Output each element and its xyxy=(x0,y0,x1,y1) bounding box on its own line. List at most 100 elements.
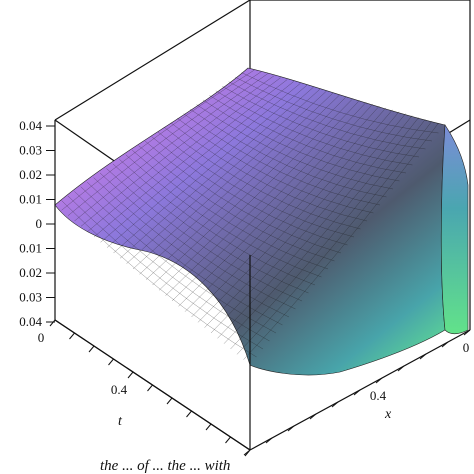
x-tick-mark xyxy=(375,377,383,384)
mesh-line xyxy=(93,79,288,238)
mesh-line xyxy=(119,159,316,286)
mesh-line xyxy=(183,113,381,206)
t-tick-mark xyxy=(69,332,75,340)
mesh-line xyxy=(74,191,270,342)
mesh-line xyxy=(164,127,361,230)
mesh-line xyxy=(178,103,373,307)
t-tick-mark xyxy=(186,410,192,418)
z-tick-label: 0.02 xyxy=(19,265,42,280)
mesh-line xyxy=(106,83,301,248)
z-tick-label: 0.03 xyxy=(19,290,42,305)
mesh-line xyxy=(145,94,341,280)
t-tick-mark xyxy=(147,384,153,392)
mesh-line xyxy=(184,105,380,312)
x-tick-mark xyxy=(243,449,251,456)
mesh-line xyxy=(228,81,426,150)
z-tick-label: 0.01 xyxy=(19,241,42,256)
t-tick-label: 0.4 xyxy=(111,382,128,397)
mesh-line xyxy=(99,172,296,310)
mesh-line xyxy=(236,121,433,355)
t-tick-mark xyxy=(127,371,134,379)
t-tick-mark xyxy=(88,345,95,353)
mesh-line xyxy=(132,150,329,270)
x-axis-ticks: 00.4 xyxy=(243,329,471,456)
z-tick-label: 0.04 xyxy=(19,118,42,133)
x-tick-mark xyxy=(353,389,361,396)
mesh-line xyxy=(106,168,303,302)
mesh-line xyxy=(80,75,275,227)
mesh-line xyxy=(191,107,387,318)
t-axis-title: t xyxy=(118,414,123,429)
t-tick-mark xyxy=(108,358,114,366)
mesh-line xyxy=(177,118,374,214)
t-tick-mark xyxy=(225,436,231,444)
z-tick-label: 0.01 xyxy=(19,192,42,207)
mesh-line xyxy=(170,122,368,222)
mesh-line xyxy=(222,86,420,158)
mesh-line xyxy=(126,88,321,264)
x-tick-mark xyxy=(265,437,273,444)
mesh-line xyxy=(152,96,347,286)
mesh-line xyxy=(125,154,322,278)
x-tick-mark xyxy=(419,353,427,360)
mesh-line xyxy=(74,73,268,222)
mesh-line xyxy=(67,195,264,350)
x-tick-mark xyxy=(397,365,405,372)
mesh-line xyxy=(151,136,348,246)
t-tick-mark xyxy=(205,423,212,431)
mesh-line xyxy=(217,115,413,339)
x-axis-title: x xyxy=(384,407,392,422)
x-tick-label: 0 xyxy=(463,340,470,355)
mesh-line xyxy=(241,72,439,134)
mesh-line xyxy=(209,95,407,174)
caption: the ... of ... the ... with xyxy=(100,458,230,474)
mesh-line xyxy=(235,76,433,142)
mesh-line xyxy=(230,119,426,350)
x-tick-label: 0.4 xyxy=(370,388,387,403)
t-axis-ticks: 00.4 xyxy=(38,319,251,457)
t-tick-mark xyxy=(49,319,56,327)
x-tick-mark xyxy=(309,413,317,420)
box-edge xyxy=(54,0,251,121)
mesh-line xyxy=(87,182,283,326)
t-tick-label: 0 xyxy=(38,330,45,345)
mesh-line xyxy=(165,100,360,296)
mesh-line xyxy=(132,90,327,270)
z-tick-label: 0.04 xyxy=(19,314,42,329)
mesh-line xyxy=(61,200,257,358)
z-tick-label: 0.03 xyxy=(19,143,42,158)
z-tick-label: 0 xyxy=(36,216,43,231)
z-tick-label: 0.02 xyxy=(19,167,42,182)
mesh-line xyxy=(243,122,439,360)
mesh-line xyxy=(144,140,342,254)
x-tick-mark xyxy=(287,425,295,432)
mesh-line xyxy=(87,77,281,232)
mesh-line xyxy=(113,84,308,254)
mesh-line xyxy=(158,98,354,291)
mesh-line xyxy=(171,102,367,302)
mesh-line xyxy=(139,92,334,275)
mesh-line xyxy=(61,69,255,211)
mesh-line xyxy=(100,81,295,243)
x-tick-mark xyxy=(441,341,449,348)
mesh-line xyxy=(138,145,335,262)
x-tick-mark xyxy=(331,401,339,408)
t-tick-mark xyxy=(166,397,173,405)
mesh-line xyxy=(67,71,262,216)
mesh-line xyxy=(119,86,314,259)
mesh-line xyxy=(204,111,400,328)
mesh-line xyxy=(189,108,387,198)
surface xyxy=(54,67,469,376)
x-tick-mark xyxy=(463,329,471,336)
mesh-line xyxy=(157,131,355,238)
surface-mesh xyxy=(61,69,439,360)
surface-right-face xyxy=(440,124,469,335)
mesh-line xyxy=(196,104,394,190)
mesh-line xyxy=(80,186,277,334)
z-axis-ticks: 0.04 0.03 0.02 0.01 0 0.01 0.02 0.03 0.04 xyxy=(19,118,55,329)
mesh-line xyxy=(112,163,309,294)
mesh-line xyxy=(210,113,406,334)
mesh-line xyxy=(202,99,400,182)
mesh-line xyxy=(223,117,419,344)
